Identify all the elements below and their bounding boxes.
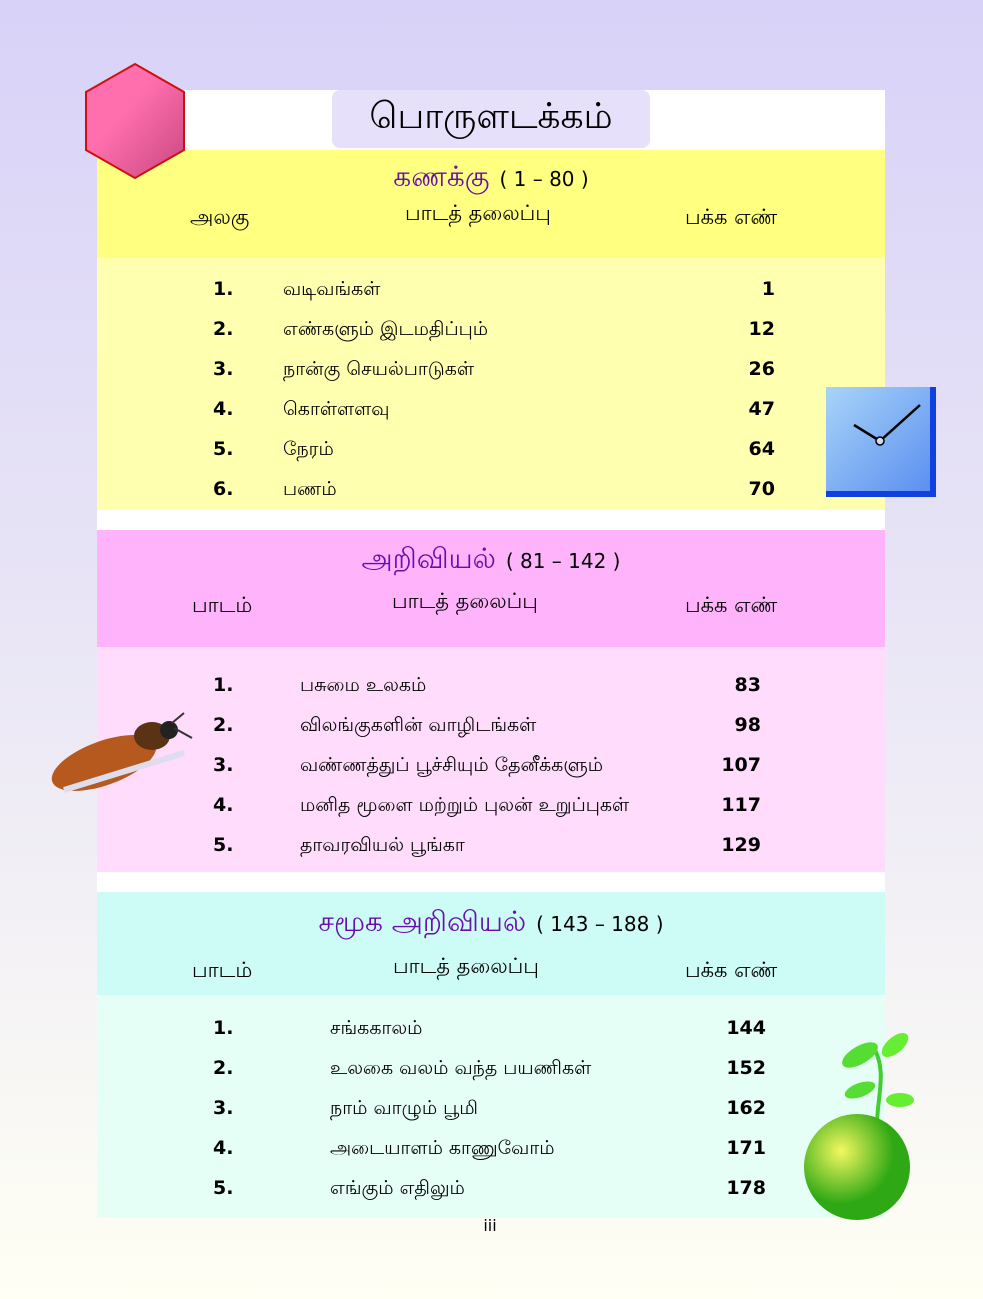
science-row-page: 98	[734, 714, 761, 736]
science-table-row: 4. மனித மூளை மற்றும் புலன் உறுப்புகள் 117	[0, 794, 983, 824]
math-section-name: கணக்கு	[393, 160, 490, 193]
math-row-title: எண்களும் இடமதிப்பும்	[283, 318, 489, 340]
math-header-band	[97, 150, 885, 258]
social-row-page: 152	[726, 1057, 766, 1079]
math-row-number: 1.	[213, 278, 234, 300]
social-page-range: ( 143 – 188 )	[536, 912, 664, 936]
math-row-page: 12	[748, 318, 775, 340]
hexagon-icon	[85, 62, 185, 180]
social-body-band	[97, 995, 885, 1218]
social-row-number: 1.	[213, 1017, 234, 1039]
math-row-page: 1	[761, 278, 775, 300]
math-section-title: கணக்கு ( 1 – 80 )	[97, 160, 885, 197]
science-col-title: பாடத் தலைப்பு	[392, 589, 538, 613]
science-col-unit: பாடம்	[192, 593, 253, 617]
social-row-page: 144	[726, 1017, 766, 1039]
science-row-number: 5.	[213, 834, 234, 856]
social-row-title: அடையாளம் காணுவோம்	[330, 1137, 555, 1159]
social-table-row: 2. உலகை வலம் வந்த பயணிகள் 152	[0, 1057, 983, 1087]
math-row-page: 70	[748, 478, 775, 500]
social-row-title: நாம் வாழும் பூமி	[330, 1097, 478, 1119]
social-table-row: 4. அடையாளம் காணுவோம் 171	[0, 1137, 983, 1167]
math-row-page: 64	[748, 438, 775, 460]
math-row-title: கொள்ளளவு	[283, 398, 390, 420]
science-section-title: அறிவியல் ( 81 – 142 )	[97, 542, 885, 579]
math-row-title: வடிவங்கள்	[283, 278, 381, 300]
social-table-row: 5. எங்கும் எதிலும் 178	[0, 1177, 983, 1207]
science-table-row: 1. பசுமை உலகம் 83	[0, 674, 983, 704]
social-table-row: 3. நாம் வாழும் பூமி 162	[0, 1097, 983, 1127]
social-col-unit: பாடம்	[192, 958, 253, 982]
science-row-title: வண்ணத்துப் பூச்சியும் தேனீக்களும்	[300, 754, 604, 776]
social-row-number: 3.	[213, 1097, 234, 1119]
math-table-row: 6. பணம் 70	[0, 478, 983, 508]
social-section-name: சமூக அறிவியல்	[318, 905, 527, 938]
math-table-row: 2. எண்களும் இடமதிப்பும் 12	[0, 318, 983, 348]
science-row-page: 129	[721, 834, 761, 856]
social-row-number: 5.	[213, 1177, 234, 1199]
social-row-page: 171	[726, 1137, 766, 1159]
math-row-number: 3.	[213, 358, 234, 380]
science-section-name: அறிவியல்	[361, 542, 496, 575]
clock-icon	[826, 387, 936, 497]
globe-plant-image	[804, 1033, 914, 1220]
social-header-band	[97, 892, 885, 995]
science-row-number: 1.	[213, 674, 234, 696]
math-table-row: 1. வடிவங்கள் 1	[0, 278, 983, 308]
math-row-title: நேரம்	[283, 438, 334, 460]
math-col-unit: அலகு	[190, 205, 250, 229]
math-row-page: 47	[748, 398, 775, 420]
math-row-title: பணம்	[283, 478, 337, 500]
math-row-number: 6.	[213, 478, 234, 500]
page-title: பொருளடக்கம்	[332, 90, 650, 148]
social-row-title: சங்ககாலம்	[330, 1017, 423, 1039]
science-row-page: 83	[734, 674, 761, 696]
math-row-number: 5.	[213, 438, 234, 460]
science-row-page: 117	[721, 794, 761, 816]
social-col-page: பக்க எண்	[685, 958, 778, 982]
social-section-title: சமூக அறிவியல் ( 143 – 188 )	[97, 905, 885, 942]
social-row-page: 162	[726, 1097, 766, 1119]
science-row-number: 2.	[213, 714, 234, 736]
science-row-title: பசுமை உலகம்	[300, 674, 427, 696]
science-header-band	[97, 530, 885, 647]
social-row-title: உலகை வலம் வந்த பயணிகள்	[330, 1057, 592, 1079]
math-row-page: 26	[748, 358, 775, 380]
math-row-title: நான்கு செயல்பாடுகள்	[283, 358, 475, 380]
social-row-title: எங்கும் எதிலும்	[330, 1177, 465, 1199]
science-row-title: மனித மூளை மற்றும் புலன் உறுப்புகள்	[300, 794, 630, 816]
math-table-row: 4. கொள்ளளவு 47	[0, 398, 983, 428]
science-page-range: ( 81 – 142 )	[505, 549, 621, 573]
science-table-row: 3. வண்ணத்துப் பூச்சியும் தேனீக்களும் 107	[0, 754, 983, 784]
science-table-row: 2. விலங்குகளின் வாழிடங்கள் 98	[0, 714, 983, 744]
science-row-page: 107	[721, 754, 761, 776]
math-page-range: ( 1 – 80 )	[499, 167, 589, 191]
science-body-band	[97, 647, 885, 872]
math-col-page: பக்க எண்	[685, 205, 778, 229]
science-table-row: 5. தாவரவியல் பூங்கா 129	[0, 834, 983, 864]
social-row-number: 2.	[213, 1057, 234, 1079]
social-table-row: 1. சங்ககாலம் 144	[0, 1017, 983, 1047]
science-row-number: 4.	[213, 794, 234, 816]
page-number: iii	[483, 1216, 497, 1235]
science-row-number: 3.	[213, 754, 234, 776]
math-body-band	[97, 258, 885, 510]
social-col-title: பாடத் தலைப்பு	[393, 954, 539, 978]
math-row-number: 4.	[213, 398, 234, 420]
math-table-row: 3. நான்கு செயல்பாடுகள் 26	[0, 358, 983, 388]
bee-image	[51, 712, 193, 793]
science-row-title: விலங்குகளின் வாழிடங்கள்	[300, 714, 537, 736]
social-row-page: 178	[726, 1177, 766, 1199]
social-row-number: 4.	[213, 1137, 234, 1159]
math-table-row: 5. நேரம் 64	[0, 438, 983, 468]
science-col-page: பக்க எண்	[685, 593, 778, 617]
math-row-number: 2.	[213, 318, 234, 340]
science-row-title: தாவரவியல் பூங்கா	[300, 834, 465, 856]
math-col-title: பாடத் தலைப்பு	[405, 201, 551, 225]
